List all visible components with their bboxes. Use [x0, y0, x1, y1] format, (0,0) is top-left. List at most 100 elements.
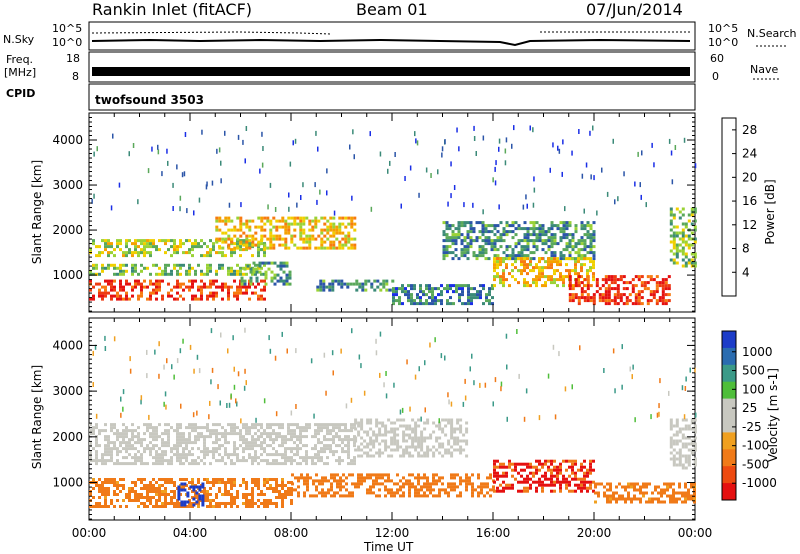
- power-cell: [322, 282, 326, 286]
- power-cell: [690, 231, 694, 235]
- power-cell: [455, 284, 458, 288]
- power-cell: [416, 302, 419, 306]
- power-cell: [257, 225, 261, 229]
- velocity-cell: [230, 429, 233, 433]
- velocity-scatter-point: [165, 404, 167, 410]
- power-cell: [681, 252, 685, 256]
- power-scatter-point: [96, 146, 98, 152]
- velocity-cell: [690, 427, 694, 431]
- power-cell: [249, 282, 253, 286]
- power-cell: [425, 284, 428, 288]
- power-cell: [452, 284, 455, 288]
- velocity-cell: [399, 485, 402, 489]
- velocity-cell: [275, 462, 278, 466]
- power-cell: [264, 276, 268, 280]
- power-cell: [243, 267, 247, 271]
- velocity-cell: [405, 427, 409, 431]
- velocity-cell: [233, 447, 236, 451]
- velocity-cell: [562, 477, 565, 481]
- velocity-cell: [299, 441, 302, 445]
- velocity-cell: [636, 482, 639, 486]
- power-cell: [194, 294, 197, 298]
- velocity-cell: [384, 433, 388, 437]
- velocity-cell: [603, 494, 606, 498]
- power-cell: [197, 288, 200, 292]
- velocity-cell: [633, 482, 636, 486]
- power-cell: [440, 299, 443, 303]
- y-tick-label: 3000: [52, 384, 83, 398]
- velocity-cell: [669, 500, 672, 504]
- velocity-cell: [218, 423, 221, 427]
- power-cell: [158, 272, 161, 276]
- power-cell: [252, 270, 256, 274]
- power-cell: [541, 239, 545, 243]
- power-cell: [565, 269, 568, 273]
- velocity-cell: [408, 491, 411, 495]
- power-cell: [425, 302, 428, 306]
- power-cell: [128, 248, 131, 252]
- power-cell: [505, 233, 509, 237]
- velocity-cell: [152, 444, 155, 448]
- velocity-cell: [146, 490, 149, 493]
- power-cell: [463, 236, 467, 240]
- velocity-cell: [260, 426, 263, 430]
- power-scatter-point: [151, 146, 153, 152]
- freq-band: [92, 67, 690, 76]
- power-cell: [470, 296, 473, 300]
- power-cell: [535, 263, 538, 267]
- power-cell: [191, 245, 194, 249]
- velocity-cell: [456, 485, 459, 489]
- power-cell: [164, 269, 167, 273]
- velocity-cell: [456, 448, 460, 452]
- power-scatter-point: [525, 194, 527, 200]
- power-cell: [687, 261, 691, 265]
- velocity-cell: [553, 474, 556, 478]
- velocity-cell: [502, 471, 505, 475]
- velocity-cell: [636, 488, 639, 492]
- power-cell: [589, 260, 592, 264]
- power-cell: [610, 278, 614, 282]
- power-cell: [176, 291, 179, 295]
- velocity-cell: [152, 426, 155, 430]
- velocity-cell: [194, 435, 197, 439]
- nsearch-line: [91, 31, 690, 35]
- power-cell: [460, 224, 464, 228]
- velocity-cell: [681, 491, 684, 495]
- velocity-cell: [287, 429, 290, 433]
- velocity-cell: [248, 432, 251, 436]
- velocity-cell: [408, 451, 412, 455]
- velocity-cell: [520, 474, 523, 478]
- power-cell: [487, 230, 491, 234]
- power-cell: [607, 299, 611, 303]
- velocity-cell: [526, 486, 529, 490]
- power-cell: [610, 275, 614, 279]
- power-cell: [239, 216, 243, 220]
- velocity-cell: [179, 435, 182, 439]
- power-cell: [122, 272, 125, 276]
- velocity-cell: [254, 432, 257, 436]
- velocity-cell: [562, 474, 565, 478]
- power-cell: [255, 276, 259, 280]
- velocity-cell: [164, 459, 167, 463]
- velocity-scatter-point: [228, 402, 231, 408]
- power-cell: [395, 290, 398, 294]
- power-cell: [607, 290, 611, 294]
- velocity-cell: [167, 441, 170, 445]
- velocity-cell: [681, 436, 685, 440]
- velocity-cell: [293, 447, 296, 451]
- power-cell: [675, 225, 679, 229]
- velocity-cell: [275, 432, 278, 436]
- velocity-cell: [227, 432, 230, 436]
- power-cell: [529, 239, 533, 243]
- velocity-cell: [444, 491, 447, 495]
- velocity-cell: [517, 480, 520, 484]
- power-cell: [320, 246, 324, 250]
- velocity-cell: [399, 445, 403, 449]
- power-cell: [194, 297, 197, 301]
- velocity-scatter-point: [180, 403, 182, 409]
- velocity-cell: [137, 435, 140, 439]
- power-cell: [440, 302, 443, 306]
- power-cell: [532, 242, 536, 246]
- velocity-cell: [589, 462, 592, 466]
- velocity-cell: [251, 490, 254, 493]
